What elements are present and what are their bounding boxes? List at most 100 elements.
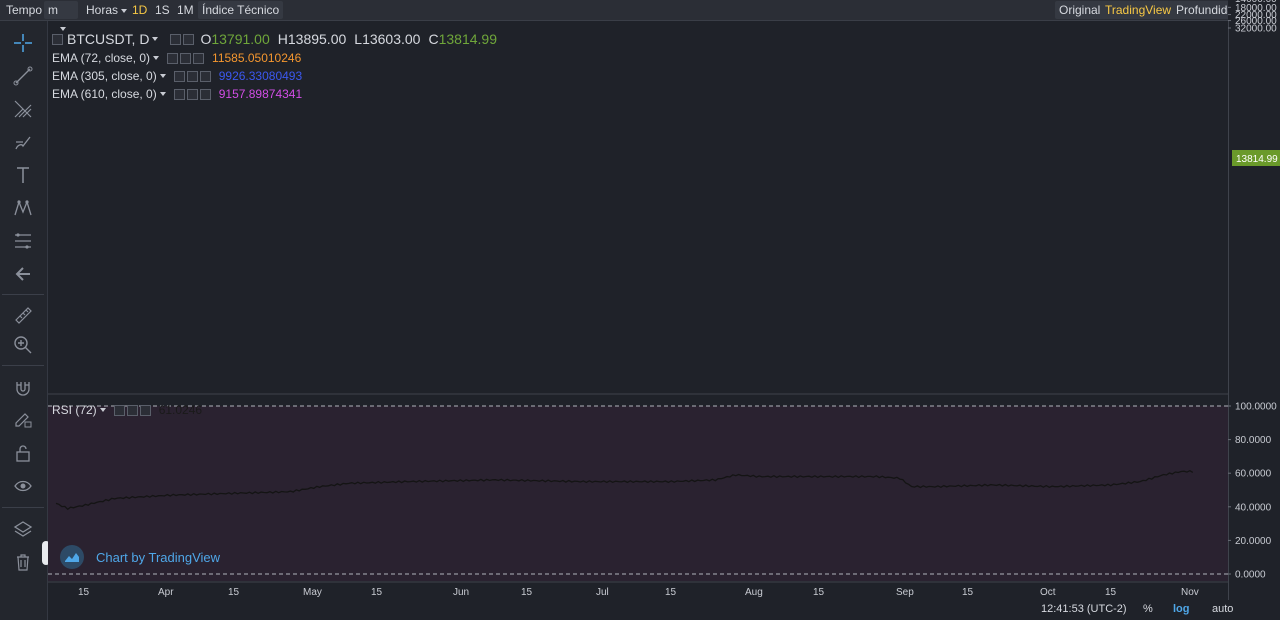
rsi-value: 61.0246 <box>158 403 203 417</box>
crosshair-tool[interactable] <box>11 31 35 55</box>
delete-tool[interactable] <box>11 550 35 574</box>
ruler-tool[interactable] <box>11 303 35 327</box>
settings-icon[interactable] <box>173 70 185 82</box>
toolbar-divider <box>2 365 44 366</box>
ema610-label[interactable]: EMA (610, close, 0) <box>52 87 157 101</box>
zoom-tool[interactable] <box>11 333 35 357</box>
close-icon[interactable] <box>199 70 211 82</box>
high-value: 13895.00 <box>287 31 347 47</box>
tradingview-logo-icon <box>60 545 84 569</box>
fibonacci-tool[interactable] <box>11 229 35 253</box>
close-icon[interactable] <box>199 88 211 100</box>
auto-scale-button[interactable]: auto <box>1212 603 1234 615</box>
interval-value: m <box>48 3 58 17</box>
checkbox-icon[interactable] <box>52 33 63 45</box>
time-axis-label: Jul <box>596 587 609 598</box>
collapse-toolbar-handle[interactable] <box>42 541 50 565</box>
brush-tool[interactable] <box>11 130 35 154</box>
ema610-legend: EMA (610, close, 0) 9157.89874341 <box>52 87 302 101</box>
price-axis-label: 22000.00 <box>1235 10 1277 21</box>
lock-icon <box>16 445 30 462</box>
tempo-label: Tempo <box>6 3 43 17</box>
chevron-down-icon <box>60 26 66 31</box>
timeframe-1s-button[interactable]: 1S <box>155 3 170 17</box>
low-value: 13603.00 <box>362 31 421 47</box>
pencil-lock-icon <box>15 413 32 428</box>
visibility-icon[interactable] <box>180 52 192 64</box>
time-axis-label: 15 <box>371 587 383 598</box>
view-tradingview-button[interactable]: TradingView <box>1101 1 1176 19</box>
time-axis-label: 15 <box>813 587 825 598</box>
close-icon[interactable] <box>193 52 205 64</box>
visibility-icon[interactable] <box>183 33 195 45</box>
price-axis-label: 18000.00 <box>1235 3 1277 14</box>
lock-tool[interactable] <box>11 441 35 465</box>
percent-scale-button[interactable]: % <box>1143 603 1153 615</box>
text-tool[interactable] <box>11 163 35 187</box>
symbol-label[interactable]: BTCUSDT, D <box>67 31 150 47</box>
timeframe-1d-button[interactable]: 1D <box>132 3 148 17</box>
rsi-axis-label: 100.0000 <box>1235 402 1277 413</box>
rsi-label[interactable]: RSI (72) <box>52 403 97 417</box>
time-axis-label: 15 <box>521 587 533 598</box>
layers-icon <box>13 521 33 537</box>
lock-drawing-tool[interactable] <box>11 407 35 431</box>
visibility-icon[interactable] <box>186 88 198 100</box>
settings-icon[interactable] <box>170 33 182 45</box>
open-label: O <box>200 31 212 47</box>
last-price-label: 13814.99 <box>1236 154 1278 165</box>
brush-icon <box>15 136 31 150</box>
time-axis-label: Oct <box>1040 587 1056 598</box>
price-axis-label: 32000.00 <box>1235 24 1277 35</box>
close-label: C <box>428 31 439 47</box>
view-original-button[interactable]: Original <box>1055 1 1105 19</box>
price-axis[interactable]: 32000.0026000.0022000.0018000.0014000.00… <box>1228 0 1280 600</box>
zoom-icon <box>14 336 32 354</box>
magnet-icon <box>16 382 30 396</box>
ema305-value: 9926.33080493 <box>218 69 303 83</box>
visibility-icon[interactable] <box>126 404 138 416</box>
pattern-tool[interactable] <box>11 196 35 220</box>
ema72-label[interactable]: EMA (72, close, 0) <box>52 51 151 65</box>
horas-select[interactable]: Horas <box>82 0 131 20</box>
back-tool[interactable] <box>11 262 35 286</box>
low-label: L <box>354 31 363 47</box>
visibility-tool[interactable] <box>11 474 35 498</box>
log-scale-button[interactable]: log <box>1173 603 1190 615</box>
trend-line-icon <box>13 66 33 86</box>
chevron-down-icon[interactable] <box>99 408 106 412</box>
trend-line-tool[interactable] <box>11 64 35 88</box>
open-value: 13791.00 <box>211 31 270 47</box>
chevron-down-icon[interactable] <box>159 74 166 78</box>
rsi-line <box>55 469 1194 511</box>
visibility-icon[interactable] <box>186 70 198 82</box>
eye-icon <box>14 480 32 492</box>
layers-tool[interactable] <box>11 517 35 541</box>
time-axis-label: 15 <box>228 587 240 598</box>
indicators-button[interactable]: Índice Técnico <box>198 1 284 19</box>
time-axis-label: Sep <box>896 587 914 598</box>
chevron-down-icon[interactable] <box>152 37 159 41</box>
timeframe-1m-button[interactable]: 1M <box>177 3 194 17</box>
chevron-down-icon[interactable] <box>159 92 166 96</box>
time-axis-label: 15 <box>78 587 90 598</box>
price-chart[interactable]: 15 Apr 15 May 15 Jun 15 Jul 15 Aug 15 Sep 15 Oct 15 Nov <box>48 21 1228 601</box>
close-icon[interactable] <box>139 404 151 416</box>
arrow-left-icon <box>15 267 30 281</box>
pitchfork-tool[interactable] <box>11 97 35 121</box>
ema305-label[interactable]: EMA (305, close, 0) <box>52 69 157 83</box>
pattern-icon <box>14 200 32 216</box>
tradingview-watermark[interactable]: Chart by TradingView <box>60 545 220 569</box>
chevron-down-icon <box>121 8 128 13</box>
settings-icon[interactable] <box>173 88 185 100</box>
toolbar-divider <box>2 294 44 295</box>
chevron-down-icon[interactable] <box>153 56 160 60</box>
interval-select[interactable]: m <box>44 1 78 31</box>
magnet-tool[interactable] <box>11 376 35 400</box>
settings-icon[interactable] <box>113 404 125 416</box>
time-axis-label: Apr <box>158 587 174 598</box>
settings-icon[interactable] <box>167 52 179 64</box>
fibonacci-icon <box>15 233 31 249</box>
top-toolbar: Tempo m Horas 1D 1S 1M Índice Técnico Or… <box>0 0 1280 31</box>
clock-label[interactable]: 12:41:53 (UTC-2) <box>1041 603 1127 615</box>
